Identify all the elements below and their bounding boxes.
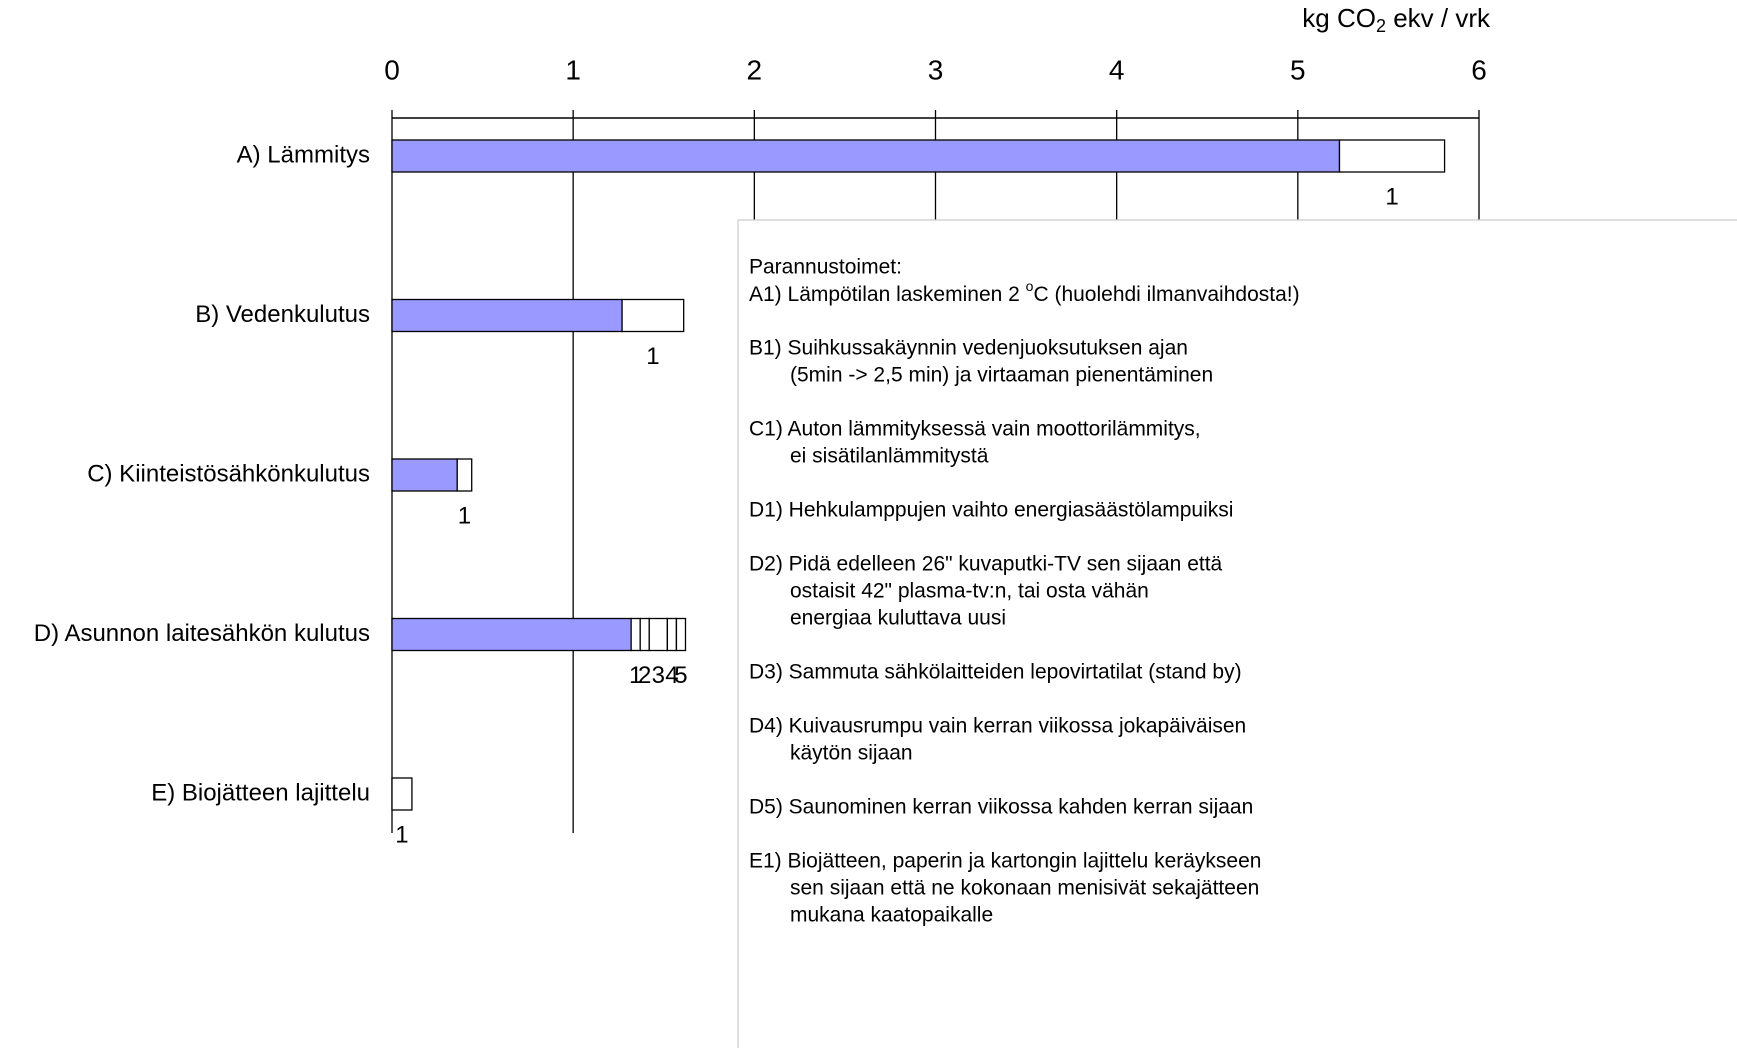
note-line: sen sijaan että ne kokonaan menisivät se… <box>790 877 1259 900</box>
note-line: E1) Biojätteen, paperin ja kartongin laj… <box>749 850 1261 873</box>
segment-label: 3 <box>652 662 665 689</box>
bar-segment <box>391 139 1341 173</box>
note-line: D1) Hehkulamppujen vaihto energiasäästöl… <box>749 499 1233 522</box>
note-line: D4) Kuivausrumpu vain kerran viikossa jo… <box>749 715 1246 738</box>
note-line: C1) Auton lämmityksessä vain moottoriläm… <box>749 418 1201 441</box>
x-tick-label: 1 <box>565 54 581 85</box>
note-line: D2) Pidä edelleen 26" kuvaputki-TV sen s… <box>749 553 1223 576</box>
x-tick-label: 5 <box>1290 54 1306 85</box>
x-tick-label: 6 <box>1471 54 1487 85</box>
note-line: B1) Suihkussakäynnin vedenjuoksutuksen a… <box>749 337 1188 360</box>
note-part: C (huolehdi ilmanvaihdosta!) <box>1033 283 1299 306</box>
note-line: mukana kaatopaikalle <box>790 904 993 927</box>
bar-segment <box>1338 139 1446 173</box>
notes-title: Parannustoimet: <box>749 256 902 279</box>
note-part: A1) Lämpötilan laskeminen 2 <box>749 283 1026 306</box>
note-line: (5min -> 2,5 min) ja virtaaman pienentäm… <box>790 364 1213 387</box>
bar-segment <box>456 458 473 492</box>
note-line: käytön sijaan <box>790 742 913 765</box>
bar-segment <box>666 617 678 652</box>
bar-segment <box>675 617 687 652</box>
bar-segment <box>391 458 458 492</box>
unit-subscript: 2 <box>1376 16 1386 36</box>
bar-segment <box>391 617 632 652</box>
segment-label: 5 <box>674 662 687 689</box>
note-line: ei sisätilanlämmitystä <box>790 445 989 468</box>
x-tick-label: 0 <box>384 54 400 85</box>
x-tick-label: 2 <box>747 54 763 85</box>
notes-box <box>738 220 1737 1048</box>
category-label: D) Asunnon laitesähkön kulutus <box>34 620 370 647</box>
segment-label: 1 <box>646 343 659 370</box>
segment-label: 4 <box>665 662 678 689</box>
bar-segment <box>621 298 685 333</box>
bar-segment <box>630 617 641 652</box>
category-label: C) Kiinteistösähkönkulutus <box>87 460 370 487</box>
segment-label: 2 <box>638 662 651 689</box>
note-line: energiaa kuluttava uusi <box>790 607 1006 630</box>
bar-segment <box>639 617 650 652</box>
bar-segment <box>648 617 669 652</box>
x-tick-label: 3 <box>928 54 944 85</box>
x-tick-label: 4 <box>1109 54 1125 85</box>
segment-label: 1 <box>395 821 408 848</box>
note-line: D3) Sammuta sähkölaitteiden lepovirtatil… <box>749 661 1242 684</box>
category-label: E) Biojätteen lajittelu <box>151 779 370 806</box>
note-line: ostaisit 42" plasma-tv:n, tai osta vähän <box>790 580 1149 603</box>
note-line: D5) Saunominen kerran viikossa kahden ke… <box>749 796 1253 819</box>
category-label: A) Lämmitys <box>237 141 370 168</box>
segment-label: 1 <box>1385 183 1398 210</box>
note-line: A1) Lämpötilan laskeminen 2 oC (huolehdi… <box>749 278 1300 306</box>
category-label: B) Vedenkulutus <box>195 301 370 328</box>
axis-unit: kg CO2 ekv / vrk <box>1302 3 1491 36</box>
unit-part: kg CO <box>1302 3 1376 33</box>
bar-segment <box>391 777 413 811</box>
segment-label: 1 <box>629 662 642 689</box>
note-superscript: o <box>1026 278 1034 294</box>
segment-label: 1 <box>458 502 471 529</box>
unit-part: ekv / vrk <box>1386 3 1491 33</box>
bar-segment <box>391 298 623 333</box>
